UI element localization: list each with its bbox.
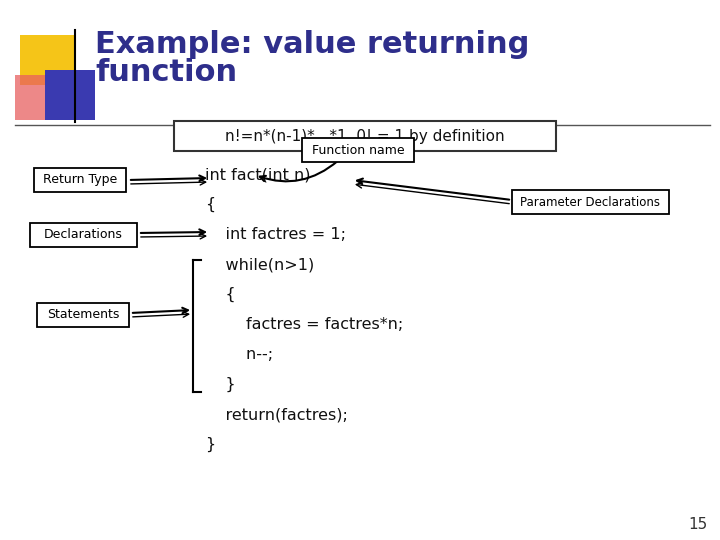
Bar — [45, 70, 95, 120]
Text: Function name: Function name — [312, 144, 405, 157]
Text: while(n>1): while(n>1) — [205, 257, 314, 272]
FancyBboxPatch shape — [37, 303, 129, 327]
Text: {: { — [205, 197, 215, 212]
FancyBboxPatch shape — [34, 168, 126, 192]
Text: }: } — [205, 437, 215, 452]
Text: Parameter Declarations: Parameter Declarations — [520, 195, 660, 208]
FancyBboxPatch shape — [511, 190, 668, 214]
Text: 15: 15 — [689, 517, 708, 532]
Text: Return Type: Return Type — [43, 173, 117, 186]
FancyBboxPatch shape — [302, 138, 414, 162]
Text: n!=n*(n-1)*...*1, 0! = 1 by definition: n!=n*(n-1)*...*1, 0! = 1 by definition — [225, 129, 505, 144]
Bar — [15, 75, 65, 120]
Text: function: function — [95, 58, 237, 87]
Text: int factres = 1;: int factres = 1; — [205, 227, 346, 242]
Text: {: { — [205, 287, 235, 302]
Text: return(factres);: return(factres); — [205, 407, 348, 422]
Bar — [20, 35, 75, 85]
Text: Declarations: Declarations — [44, 228, 122, 241]
FancyBboxPatch shape — [30, 223, 137, 247]
Text: Statements: Statements — [47, 308, 120, 321]
FancyBboxPatch shape — [174, 121, 556, 151]
Text: }: } — [205, 377, 235, 392]
Text: factres = factres*n;: factres = factres*n; — [205, 317, 403, 332]
Text: n--;: n--; — [205, 347, 273, 362]
Text: Example: value returning: Example: value returning — [95, 30, 529, 59]
Text: int fact(int n): int fact(int n) — [205, 167, 310, 182]
